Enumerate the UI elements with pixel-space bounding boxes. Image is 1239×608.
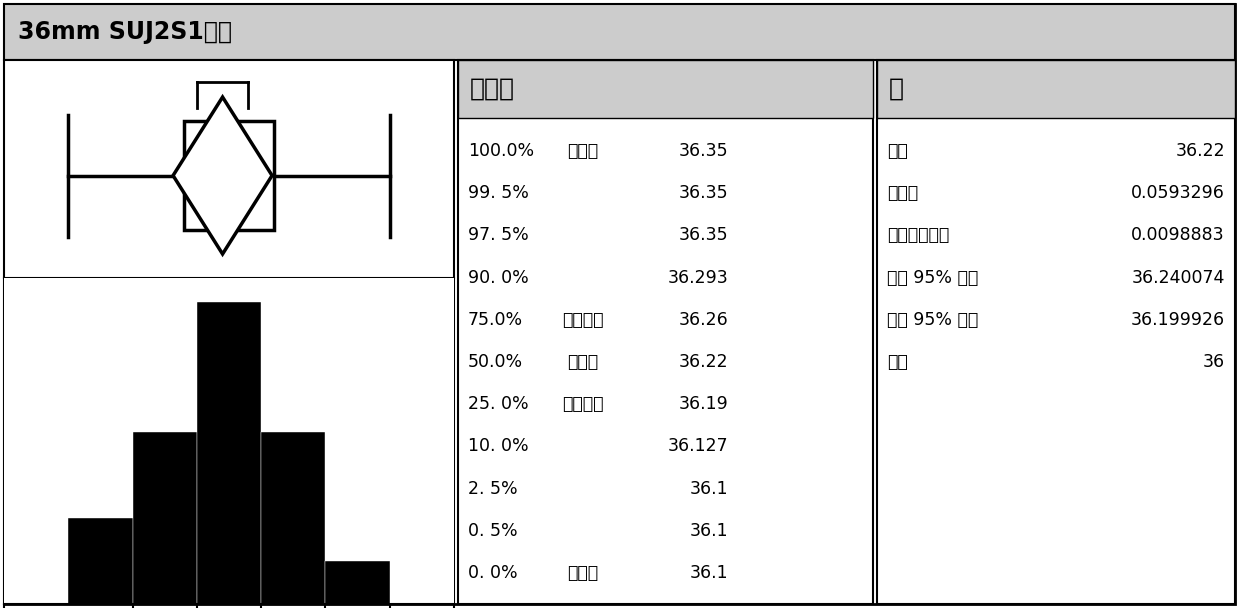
Text: 97. 5%: 97. 5% xyxy=(468,226,529,244)
Bar xyxy=(185,121,274,230)
Text: 99. 5%: 99. 5% xyxy=(468,184,529,202)
Text: 36.22: 36.22 xyxy=(1176,142,1225,160)
Bar xyxy=(877,60,1235,118)
Text: 36.1: 36.1 xyxy=(689,522,729,540)
Text: 36.293: 36.293 xyxy=(668,269,729,286)
Text: 25. 0%: 25. 0% xyxy=(468,395,529,413)
Text: 36.127: 36.127 xyxy=(668,437,729,455)
Text: 最小値: 最小値 xyxy=(567,564,598,582)
Text: 均値标准误差: 均値标准误差 xyxy=(887,226,949,244)
Text: 36.22: 36.22 xyxy=(679,353,729,371)
Text: 2. 5%: 2. 5% xyxy=(468,480,518,497)
Text: 0. 0%: 0. 0% xyxy=(468,564,518,582)
Text: 最大値: 最大値 xyxy=(567,142,598,160)
Text: 均値: 均値 xyxy=(887,142,908,160)
Text: 下限 95% 均値: 下限 95% 均値 xyxy=(887,311,979,329)
Text: 36.19: 36.19 xyxy=(678,395,729,413)
Bar xyxy=(458,60,873,604)
Bar xyxy=(197,302,261,604)
Text: 75.0%: 75.0% xyxy=(468,311,523,329)
Bar xyxy=(326,561,390,604)
Text: 36.1: 36.1 xyxy=(689,564,729,582)
Text: 四分位数: 四分位数 xyxy=(563,395,603,413)
Text: 10. 0%: 10. 0% xyxy=(468,437,529,455)
Text: 数量: 数量 xyxy=(887,353,908,371)
Bar xyxy=(877,60,1235,604)
Text: 标准差: 标准差 xyxy=(887,184,918,202)
Bar xyxy=(4,60,453,604)
Bar xyxy=(4,4,1235,60)
Text: 矩: 矩 xyxy=(890,77,904,101)
Text: 100.0%: 100.0% xyxy=(468,142,534,160)
Text: 36.26: 36.26 xyxy=(678,311,729,329)
Text: 0.0593296: 0.0593296 xyxy=(1131,184,1225,202)
Bar xyxy=(261,432,326,604)
Text: 36.1: 36.1 xyxy=(689,480,729,497)
Text: 分位数: 分位数 xyxy=(470,77,515,101)
Text: 36.199926: 36.199926 xyxy=(1131,311,1225,329)
Text: 36: 36 xyxy=(1203,353,1225,371)
Text: 50.0%: 50.0% xyxy=(468,353,523,371)
Bar xyxy=(458,60,873,118)
Text: 中位数: 中位数 xyxy=(567,353,598,371)
Text: 四分位数: 四分位数 xyxy=(563,311,603,329)
Text: 90. 0%: 90. 0% xyxy=(468,269,529,286)
Bar xyxy=(133,432,197,604)
Text: 36.240074: 36.240074 xyxy=(1131,269,1225,286)
Polygon shape xyxy=(173,97,273,254)
Text: 上限 95% 均値: 上限 95% 均値 xyxy=(887,269,979,286)
Bar xyxy=(68,518,133,604)
Text: 0.0098883: 0.0098883 xyxy=(1131,226,1225,244)
Text: 36.35: 36.35 xyxy=(679,142,729,160)
Text: 0. 5%: 0. 5% xyxy=(468,522,518,540)
Text: 36mm SUJ2S1尺寸: 36mm SUJ2S1尺寸 xyxy=(19,20,232,44)
Text: 36.35: 36.35 xyxy=(679,226,729,244)
Text: 36.35: 36.35 xyxy=(679,184,729,202)
